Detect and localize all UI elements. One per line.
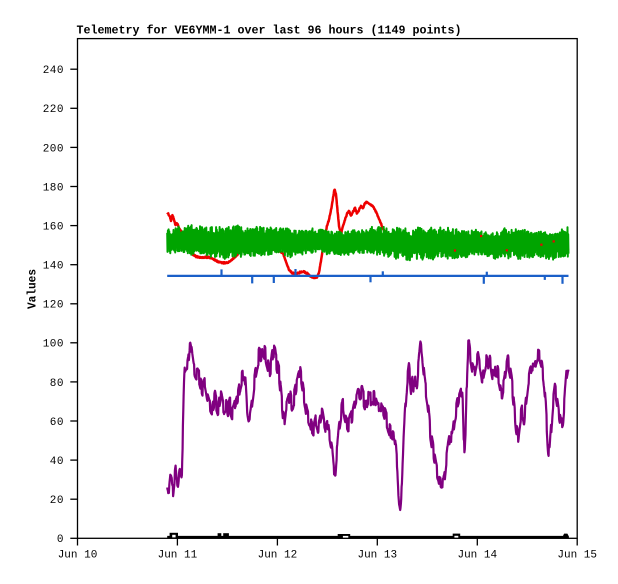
svg-text:180: 180 (43, 182, 64, 194)
svg-text:160: 160 (43, 222, 64, 234)
svg-text:Values: Values (27, 269, 40, 309)
svg-text:Jun 12: Jun 12 (258, 550, 298, 562)
svg-text:240: 240 (43, 65, 64, 77)
svg-text:Jun 13: Jun 13 (357, 550, 397, 562)
svg-text:Jun 14: Jun 14 (457, 550, 497, 562)
svg-text:Jun 11: Jun 11 (158, 550, 198, 562)
svg-text:Jun 10: Jun 10 (58, 550, 98, 562)
svg-text:140: 140 (43, 261, 64, 273)
svg-text:200: 200 (43, 143, 64, 155)
svg-text:60: 60 (50, 417, 64, 429)
svg-text:40: 40 (50, 456, 64, 468)
svg-text:120: 120 (43, 300, 64, 312)
svg-text:Telemetry for VE6YMM-1 over la: Telemetry for VE6YMM-1 over last 96 hour… (77, 24, 462, 38)
svg-text:80: 80 (50, 378, 64, 390)
svg-text:100: 100 (43, 339, 64, 351)
svg-text:0: 0 (57, 534, 64, 546)
svg-text:Jun 15: Jun 15 (557, 550, 597, 562)
svg-text:220: 220 (43, 104, 64, 116)
svg-text:20: 20 (50, 495, 64, 507)
